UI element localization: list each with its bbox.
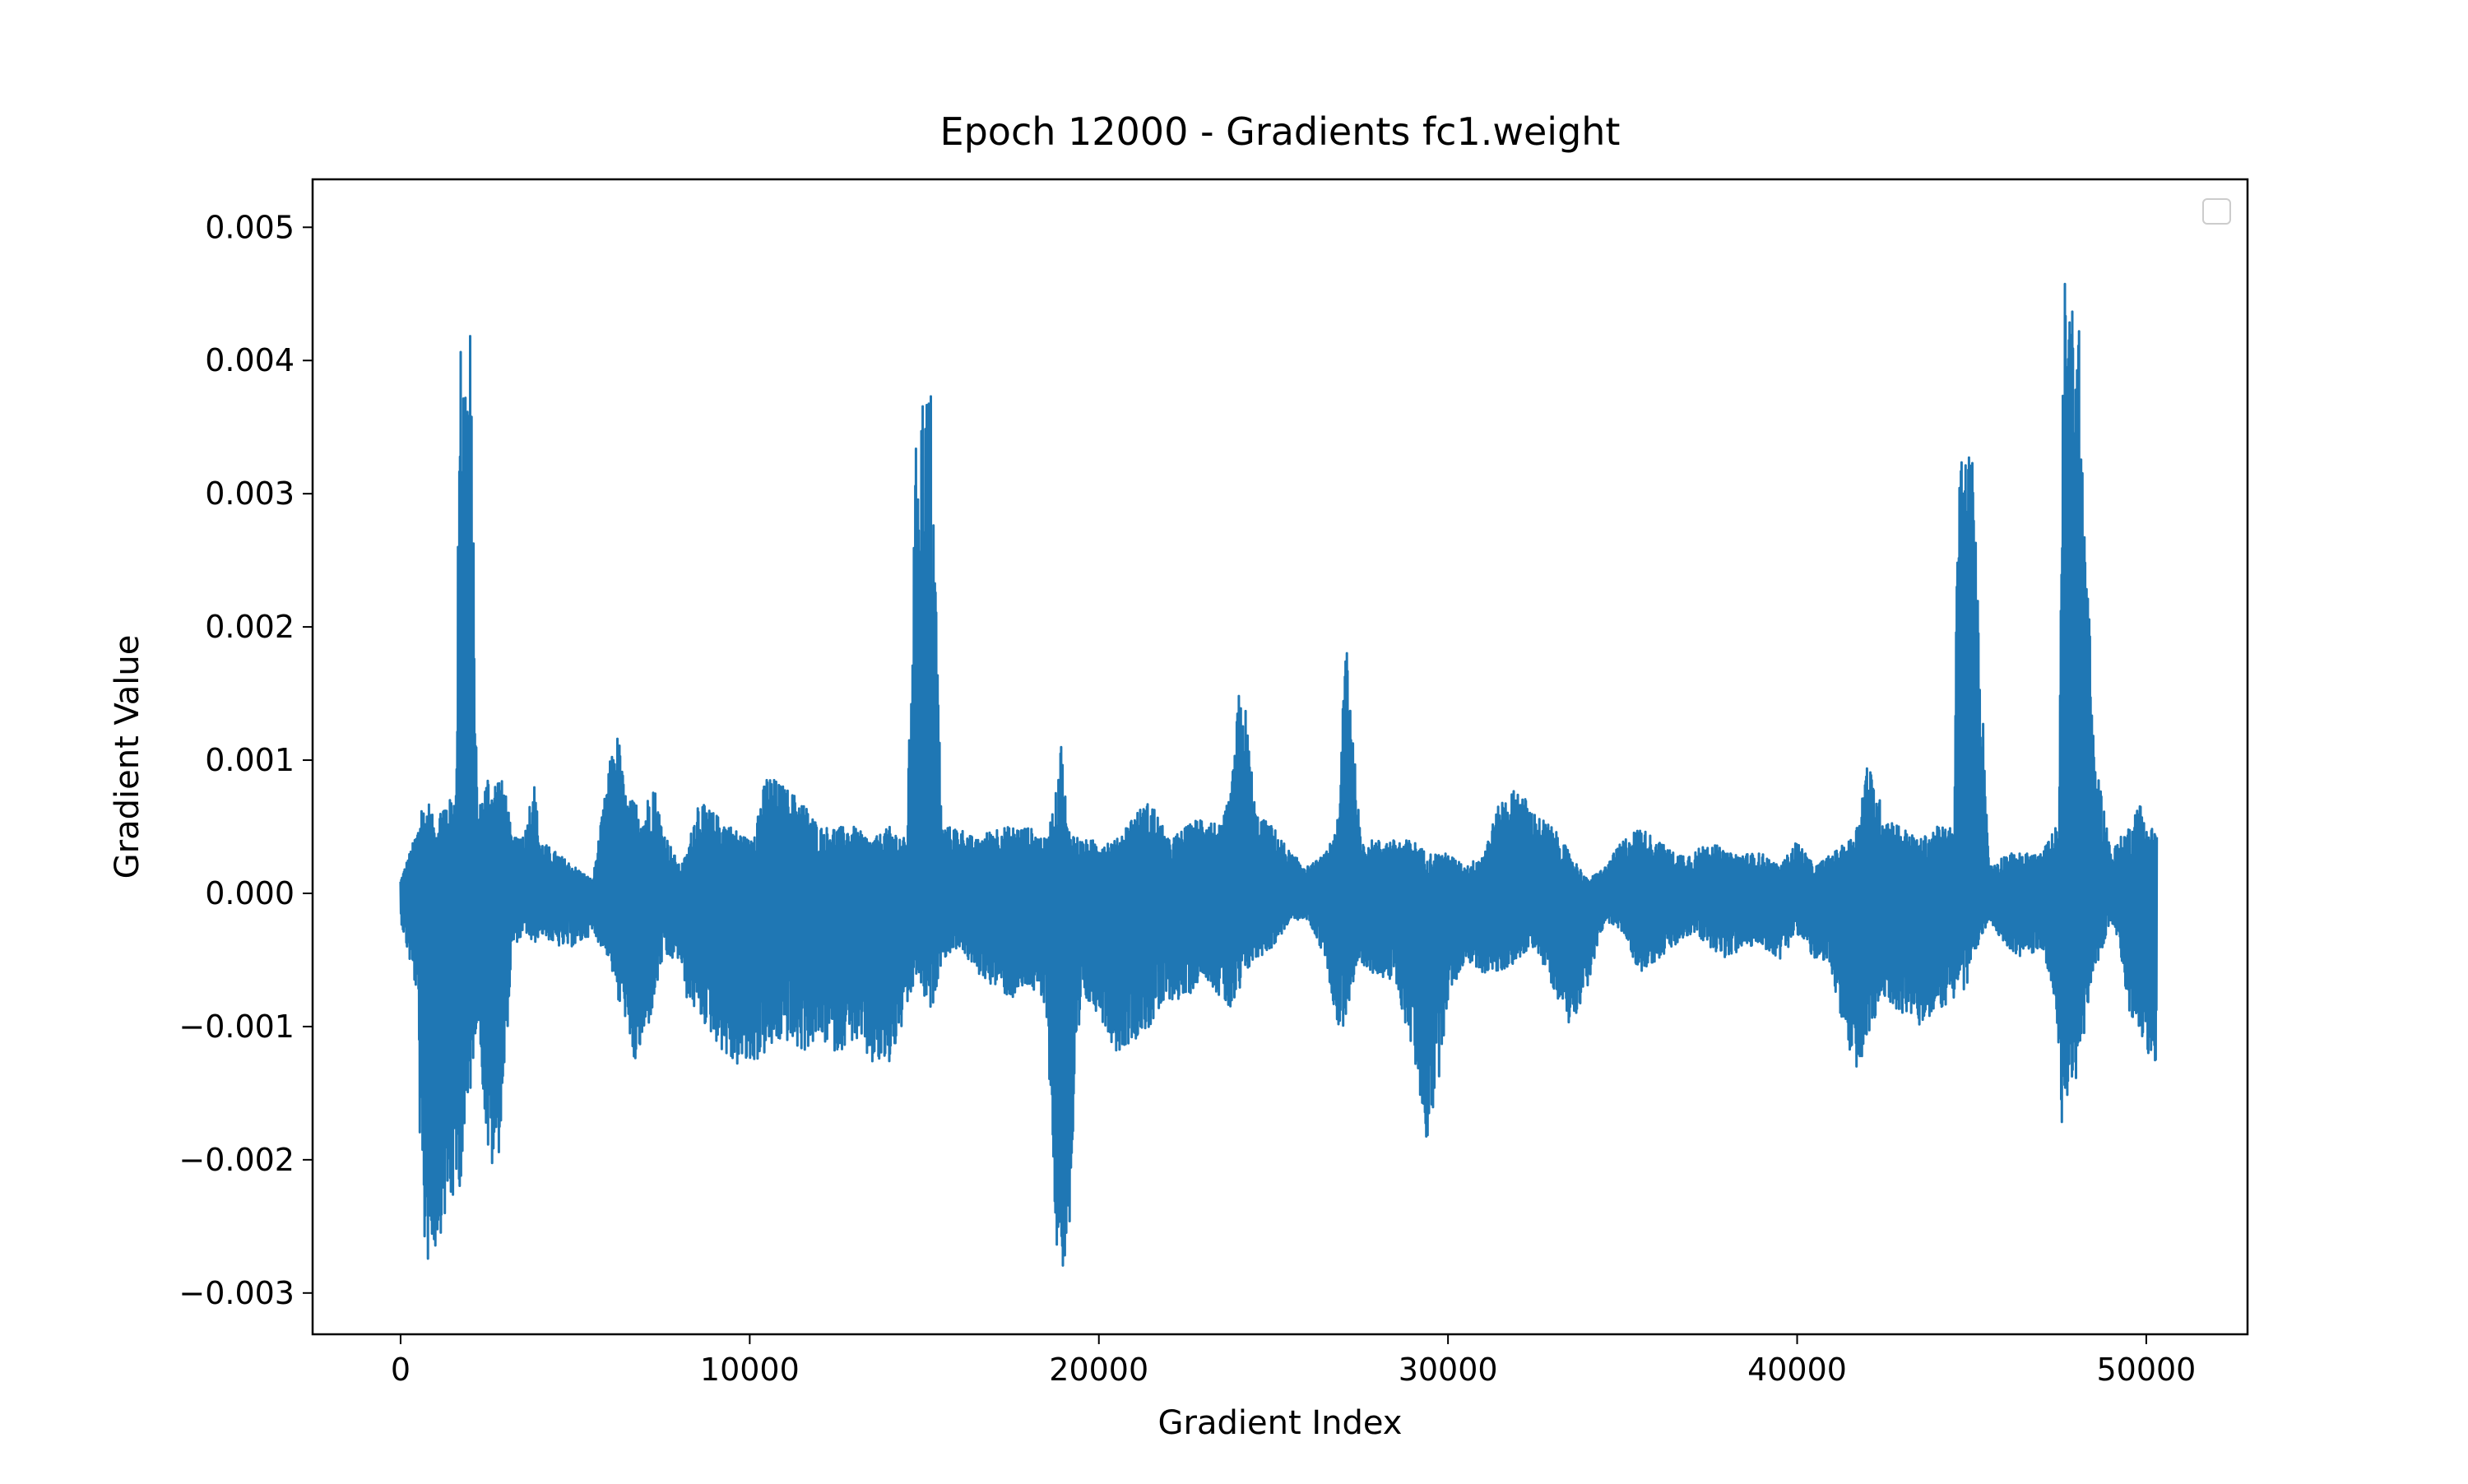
x-tick-label: 10000: [700, 1352, 800, 1388]
y-tick-label: 0.000: [205, 875, 295, 911]
axes-frame: [311, 178, 2249, 1336]
x-tick-label: 50000: [2096, 1352, 2196, 1388]
y-tick-label: 0.004: [205, 342, 295, 378]
y-tick-label: −0.003: [179, 1275, 295, 1311]
x-axis-label: Gradient Index: [1158, 1404, 1403, 1442]
y-tick-label: 0.005: [205, 209, 295, 245]
y-axis-label: Gradient Value: [109, 635, 146, 879]
x-axis-ticks: 0 10000 20000 30000 40000 50000: [391, 1334, 2196, 1388]
y-tick-label: 0.002: [205, 609, 295, 645]
x-tick-label: 40000: [1747, 1352, 1847, 1388]
x-tick-label: 20000: [1049, 1352, 1148, 1388]
y-tick-label: −0.001: [179, 1009, 295, 1045]
y-tick-label: 0.001: [205, 742, 295, 778]
chart-title: Epoch 12000 - Gradients fc1.weight: [940, 109, 1621, 154]
gradient-series-line: [399, 282, 2159, 1267]
y-axis-ticks: −0.003 −0.002 −0.001 0.000 0.001 0.002 0.003 0.…: [179, 209, 313, 1311]
x-tick-label: 30000: [1399, 1352, 1498, 1388]
legend-box: [2202, 198, 2231, 225]
y-tick-label: −0.002: [179, 1142, 295, 1178]
y-tick-label: 0.003: [205, 475, 295, 512]
x-tick-label: 0: [391, 1352, 411, 1388]
gradient-trace: [399, 282, 2159, 1267]
